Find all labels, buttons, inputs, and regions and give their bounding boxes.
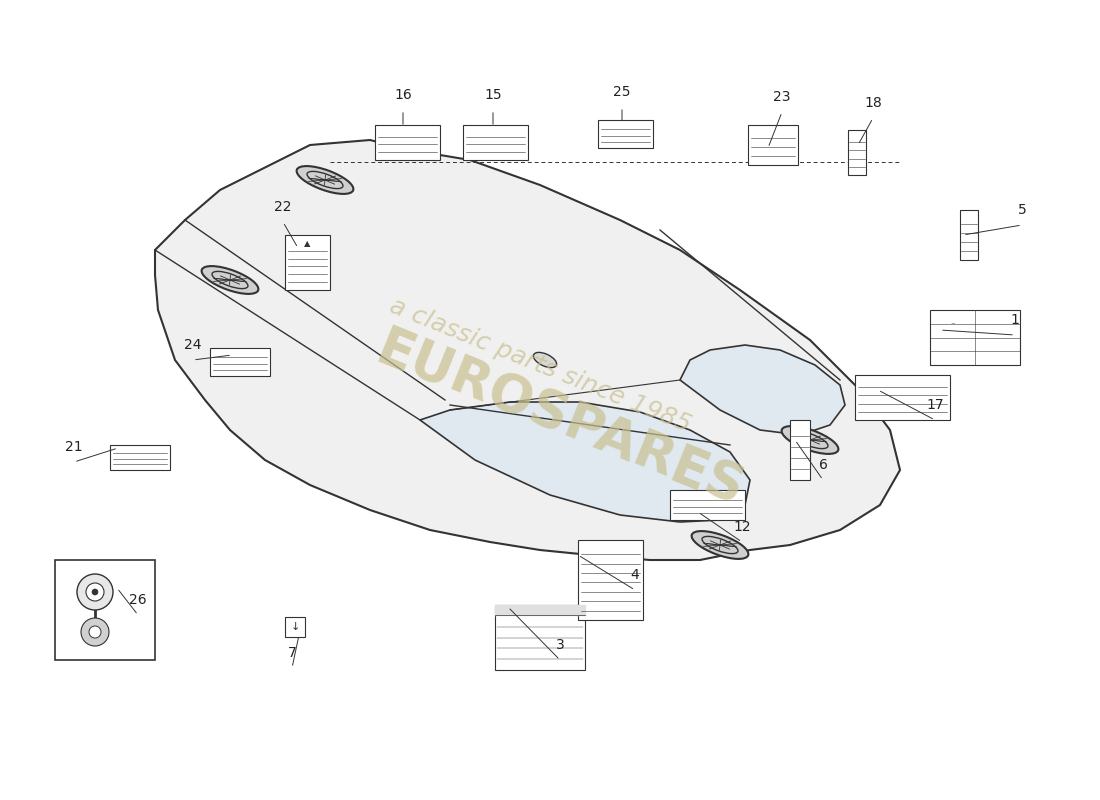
Text: 22: 22 <box>274 200 292 214</box>
Text: ~: ~ <box>950 322 955 326</box>
Bar <box>495 605 585 670</box>
Text: ↓: ↓ <box>290 622 299 632</box>
Bar <box>55 560 155 660</box>
Text: 23: 23 <box>773 90 791 104</box>
Ellipse shape <box>692 531 748 559</box>
Text: 15: 15 <box>484 88 502 102</box>
Text: ▲: ▲ <box>305 238 310 248</box>
Text: 4: 4 <box>630 568 639 582</box>
Circle shape <box>81 618 109 646</box>
Bar <box>285 617 305 637</box>
Bar <box>463 125 528 160</box>
Ellipse shape <box>534 353 557 367</box>
Bar <box>598 120 653 148</box>
Text: EUROSPARES: EUROSPARES <box>368 322 751 518</box>
Text: 25: 25 <box>614 85 630 99</box>
Circle shape <box>92 589 98 595</box>
Bar <box>578 540 644 620</box>
Polygon shape <box>155 140 900 560</box>
Bar <box>790 420 810 480</box>
Text: 12: 12 <box>734 520 751 534</box>
Text: 7: 7 <box>287 646 296 660</box>
Ellipse shape <box>201 266 258 294</box>
Text: 3: 3 <box>556 638 564 652</box>
Bar <box>375 125 440 160</box>
Text: 21: 21 <box>65 440 82 454</box>
Polygon shape <box>420 402 750 522</box>
Circle shape <box>77 574 113 610</box>
Text: 16: 16 <box>394 88 411 102</box>
Text: 1: 1 <box>1011 313 1020 327</box>
Text: 26: 26 <box>129 593 146 607</box>
Polygon shape <box>680 345 845 435</box>
Bar <box>110 445 170 470</box>
Text: 18: 18 <box>865 96 882 110</box>
Bar <box>748 125 797 165</box>
Bar <box>210 348 270 376</box>
Circle shape <box>86 583 104 601</box>
Bar <box>670 490 745 520</box>
Bar <box>848 130 866 175</box>
Ellipse shape <box>297 166 353 194</box>
Bar <box>930 310 1020 365</box>
Text: 5: 5 <box>1018 203 1026 217</box>
Text: 24: 24 <box>185 338 201 352</box>
Bar <box>285 235 330 290</box>
Text: 17: 17 <box>926 398 944 412</box>
Bar <box>960 210 978 260</box>
Text: 6: 6 <box>818 458 827 472</box>
Bar <box>855 375 950 420</box>
Ellipse shape <box>782 426 838 454</box>
Text: a classic parts since 1985: a classic parts since 1985 <box>386 294 694 437</box>
Circle shape <box>89 626 101 638</box>
